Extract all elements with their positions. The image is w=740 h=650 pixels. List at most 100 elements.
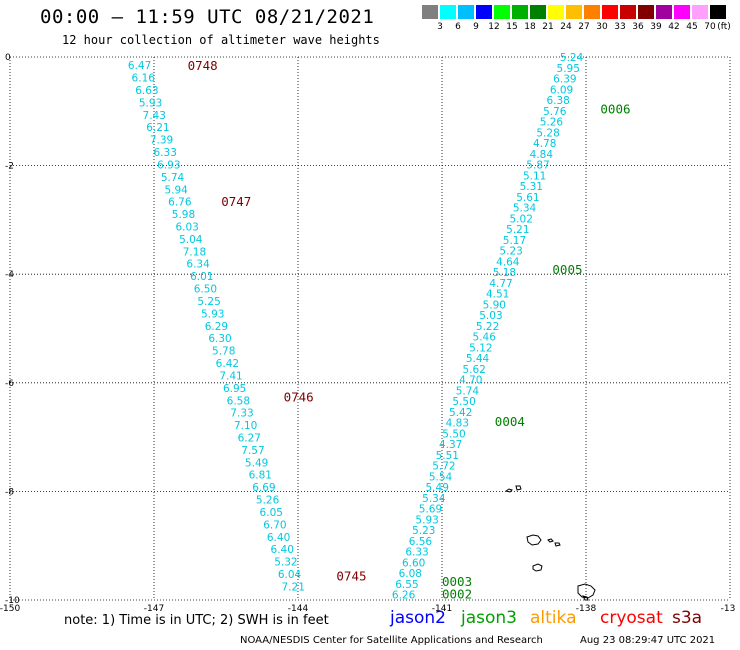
island-outlines <box>504 485 596 601</box>
y-tick-label: 0 <box>5 53 11 63</box>
wave-height-value: 6.40 <box>271 544 294 556</box>
wave-height-value: 5.54 <box>429 471 453 483</box>
wave-height-value: 6.58 <box>227 395 250 407</box>
wave-height-value: 5.78 <box>212 346 235 358</box>
island-outline <box>554 542 561 547</box>
wave-height-value: 5.17 <box>503 235 526 247</box>
wave-height-value: 6.70 <box>263 519 286 531</box>
wave-height-value: 6.60 <box>402 557 425 569</box>
wave-height-value: 6.81 <box>249 470 272 482</box>
wave-height-value: 5.02 <box>510 213 533 225</box>
wave-height-value: 4.70 <box>459 375 482 387</box>
wave-height-value: 5.93 <box>415 514 438 526</box>
legend-swatch <box>602 5 618 19</box>
wave-height-value: 6.95 <box>223 383 246 395</box>
wave-height-value: 4.37 <box>439 439 462 451</box>
x-tick-label: -147 <box>144 604 164 614</box>
wave-height-value: 6.05 <box>260 507 283 519</box>
x-tick-label: -150 <box>0 604 20 614</box>
legend-label: 70 <box>704 22 716 32</box>
wave-height-value: 5.31 <box>520 181 543 193</box>
wave-height-value: 4.78 <box>533 138 556 150</box>
island-outline <box>577 583 596 599</box>
wave-height-value: 4.64 <box>496 256 520 268</box>
wave-height-value: 6.50 <box>194 284 217 296</box>
wave-height-value: 7.57 <box>241 445 264 457</box>
y-tick-label: -8 <box>5 487 14 497</box>
wave-height-value: 5.50 <box>452 396 475 408</box>
legend-swatch <box>440 5 456 19</box>
island-outline <box>526 534 542 546</box>
wave-height-value: 6.93 <box>157 159 180 171</box>
note-text: note: 1) Time is in UTC; 2) SWH is in fe… <box>64 613 329 628</box>
time-label: 0003 <box>442 574 472 589</box>
map-subtitle: 12 hour collection of altimeter wave hei… <box>62 33 380 47</box>
wave-height-value: 5.32 <box>274 557 297 569</box>
wave-height-value: 7.10 <box>234 420 257 432</box>
island-outline <box>504 488 513 493</box>
legend-swatch <box>548 5 564 19</box>
x-tick-label: -138 <box>576 604 597 614</box>
legend-unit: (ft) <box>717 22 731 32</box>
footer-credit: NOAA/NESDIS Center for Satellite Applica… <box>240 635 543 646</box>
mission-label: jason3 <box>461 608 517 628</box>
wave-height-value: 5.04 <box>179 234 203 246</box>
wave-height-value: 5.46 <box>473 332 497 344</box>
wave-height-value: 5.22 <box>476 321 499 333</box>
wave-height-value: 5.44 <box>466 353 490 365</box>
wave-height-value: 5.72 <box>432 461 455 473</box>
wave-height-value: 5.28 <box>536 127 559 139</box>
legend-label: 33 <box>614 22 626 32</box>
wave-height-value: 5.95 <box>557 63 580 75</box>
grid-lines <box>9 56 731 601</box>
y-tick-label: -6 <box>5 379 14 389</box>
wave-height-value: 5.51 <box>436 450 459 462</box>
wave-height-value: 6.34 <box>186 259 210 271</box>
legend-swatch <box>620 5 636 19</box>
island-outline <box>515 485 522 491</box>
wave-height-value: 6.04 <box>278 569 302 581</box>
wave-height-value: 5.74 <box>161 172 185 184</box>
wave-height-value: 5.34 <box>513 203 537 215</box>
wave-height-value: 4.84 <box>530 149 554 161</box>
time-label: 0002 <box>442 586 472 601</box>
legend-label: 42 <box>668 22 680 32</box>
wave-height-value: 6.21 <box>146 122 169 134</box>
wave-height-value: 4.83 <box>446 418 469 430</box>
legend-swatch <box>566 5 582 19</box>
legend-label: 3 <box>437 22 443 32</box>
wave-height-value: 7.43 <box>143 110 166 122</box>
legend-label: 36 <box>632 22 644 32</box>
legend-label: 39 <box>650 22 662 32</box>
legend-label: 12 <box>488 22 500 32</box>
legend-swatch <box>476 5 492 19</box>
legend-label: 30 <box>596 22 608 32</box>
legend-swatch <box>422 5 438 19</box>
wave-height-value: 6.26 <box>392 590 416 602</box>
legend-swatch <box>512 5 528 19</box>
wave-height-value: 5.49 <box>245 457 268 469</box>
island-outline <box>547 538 554 543</box>
wave-height-value: 5.98 <box>172 209 195 221</box>
wave-height-value: 6.01 <box>190 271 213 283</box>
wave-height-value: 5.26 <box>256 495 280 507</box>
wave-height-value: 6.27 <box>238 432 261 444</box>
wave-height-value: 6.47 <box>128 60 151 72</box>
wave-height-value: 6.38 <box>546 95 569 107</box>
legend-swatch <box>656 5 672 19</box>
legend-swatch <box>710 5 726 19</box>
altimeter-tracks: 6.476.166.635.937.436.217.396.336.935.74… <box>128 52 631 602</box>
wave-height-value: 5.23 <box>412 525 435 537</box>
wave-height-value: 6.30 <box>208 333 231 345</box>
legend-swatch <box>458 5 474 19</box>
legend-label: 45 <box>686 22 698 32</box>
wave-height-value: 7.21 <box>282 581 305 593</box>
wave-height-value: 5.18 <box>493 267 516 279</box>
x-tick-label: -13 <box>721 604 736 614</box>
time-label: 0747 <box>221 194 251 209</box>
wave-height-value: 6.29 <box>205 321 228 333</box>
wave-height-value: 5.23 <box>499 246 522 258</box>
wave-height-value: 6.03 <box>175 221 198 233</box>
wave-height-value: 4.77 <box>489 278 512 290</box>
